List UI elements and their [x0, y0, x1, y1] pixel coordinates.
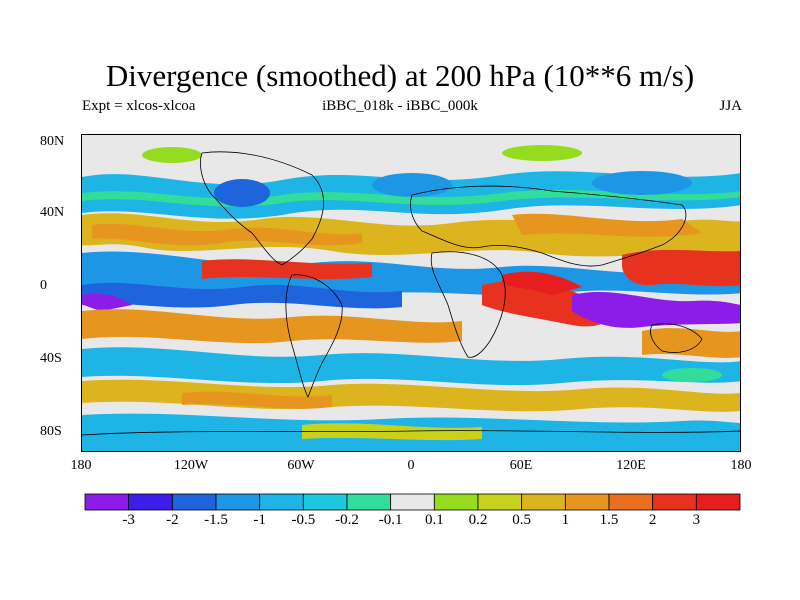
- colorbar-tick-label: -0.5: [291, 512, 316, 528]
- colorbar-tick-label: -2: [166, 512, 179, 528]
- colorbar-tick-label: 1.5: [599, 512, 619, 528]
- field-blob: [82, 309, 462, 344]
- lat-tick-label: 40N: [40, 205, 65, 220]
- lon-tick-label: 120E: [616, 458, 646, 473]
- lon-tick-label: 180: [70, 458, 92, 473]
- colorbar-tick-label: -1.5: [204, 512, 228, 528]
- season-label: JJA: [719, 98, 742, 114]
- colorbar-swatch: [521, 493, 566, 511]
- colorbar-swatch: [171, 493, 217, 511]
- colorbar-swatch: [84, 493, 130, 511]
- field-blob: [202, 259, 372, 279]
- colorbar-tick-label: -1: [253, 512, 266, 528]
- experiment-label: Expt = xlcos-xlcoa: [82, 98, 196, 114]
- colorbar-swatch: [215, 493, 261, 511]
- colorbar-tick-label: 0.5: [512, 512, 532, 528]
- colorbar-swatch: [695, 493, 741, 511]
- lon-tick-label: 120W: [173, 458, 209, 473]
- field-blob: [214, 179, 270, 207]
- field-blob: [82, 293, 132, 311]
- lat-tick-label: 0: [40, 278, 47, 293]
- field-blob: [142, 147, 202, 163]
- colorbar-swatch: [346, 493, 392, 511]
- colorbar-tick-label: 0.1: [424, 512, 444, 528]
- colorbar: [84, 493, 741, 511]
- colorbar-tick-label: 3: [692, 512, 701, 528]
- divergence-map[interactable]: [81, 134, 741, 452]
- field-blob: [512, 213, 702, 237]
- comparison-label: iBBC_018k - iBBC_000k: [322, 98, 478, 114]
- plot-title: Divergence (smoothed) at 200 hPa (10**6 …: [105, 58, 695, 93]
- field-blob: [572, 292, 740, 328]
- colorbar-swatch: [652, 493, 697, 511]
- colorbar-tick-label: 1: [561, 512, 570, 528]
- lon-tick-label: 180: [730, 458, 752, 473]
- lon-tick-label: 60E: [509, 458, 533, 473]
- field-blob: [502, 271, 582, 295]
- field-blob: [482, 280, 611, 327]
- field-blob: [302, 423, 482, 441]
- field-blob: [622, 249, 740, 287]
- field-blob: [592, 171, 692, 195]
- map-field: [82, 135, 740, 451]
- colorbar-swatch: [128, 493, 173, 511]
- field-blob: [372, 173, 452, 197]
- coastlines: [82, 151, 740, 436]
- lon-tick-label: 60W: [287, 458, 315, 473]
- field-blob: [82, 282, 402, 309]
- field-blob: [662, 368, 722, 382]
- colorbar-swatch: [302, 493, 348, 511]
- colorbar-tick-label: 0.2: [468, 512, 488, 528]
- colorbar-swatch: [390, 493, 435, 511]
- lon-tick-label: 0: [407, 458, 415, 473]
- lat-tick-label: 80N: [40, 134, 65, 149]
- colorbar-swatch: [433, 493, 479, 511]
- colorbar-tick-label: -3: [122, 512, 135, 528]
- colorbar-tick-label: -0.1: [378, 512, 403, 528]
- lat-tick-label: 40S: [40, 351, 62, 366]
- colorbar-tick-label: 2: [648, 512, 657, 528]
- colorbar-tick-label: -0.2: [335, 512, 359, 528]
- field-blob: [642, 328, 740, 358]
- colorbar-swatch: [564, 493, 610, 511]
- colorbar-swatch: [259, 493, 304, 511]
- lat-tick-label: 80S: [40, 424, 62, 439]
- field-blob: [82, 347, 740, 386]
- colorbar-swatch: [477, 493, 523, 511]
- field-blob: [92, 223, 362, 246]
- colorbar-swatch: [608, 493, 654, 511]
- field-blob: [182, 391, 332, 409]
- field-blob: [502, 145, 582, 161]
